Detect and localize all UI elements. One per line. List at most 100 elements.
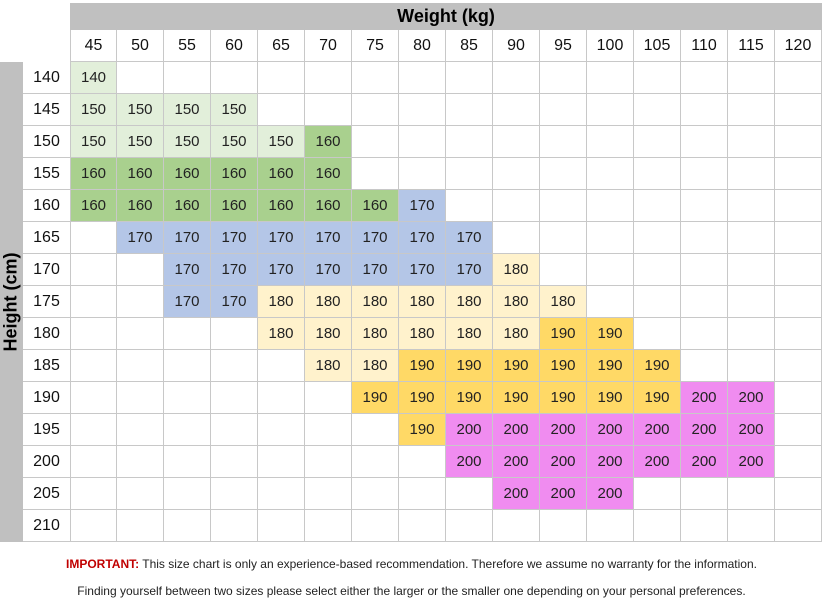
empty-cell (352, 446, 399, 478)
empty-cell (70, 318, 117, 350)
size-cell: 200 (540, 446, 587, 478)
height-tick-label: 185 (23, 350, 70, 382)
empty-cell (681, 126, 728, 158)
weight-tick-label: 80 (399, 30, 446, 62)
height-axis-title-bar (0, 62, 23, 542)
size-cell: 170 (258, 222, 305, 254)
empty-cell (540, 158, 587, 190)
size-cell: 160 (117, 190, 164, 222)
size-cell: 200 (493, 414, 540, 446)
size-cell: 150 (211, 94, 258, 126)
size-cell: 190 (634, 350, 681, 382)
height-tick-label: 180 (23, 318, 70, 350)
empty-cell (775, 350, 822, 382)
empty-cell (164, 350, 211, 382)
empty-cell (728, 94, 775, 126)
empty-cell (728, 478, 775, 510)
weight-tick-label: 120 (775, 30, 822, 62)
empty-cell (681, 190, 728, 222)
empty-cell (587, 158, 634, 190)
empty-cell (634, 190, 681, 222)
empty-cell (70, 254, 117, 286)
height-tick-label: 160 (23, 190, 70, 222)
weight-tick-label: 105 (634, 30, 681, 62)
weight-tick-label: 75 (352, 30, 399, 62)
size-cell: 200 (540, 478, 587, 510)
empty-cell (728, 190, 775, 222)
empty-cell (446, 62, 493, 94)
size-cell: 200 (587, 446, 634, 478)
size-cell: 160 (258, 158, 305, 190)
empty-cell (399, 62, 446, 94)
empty-cell (70, 286, 117, 318)
empty-cell (305, 414, 352, 446)
size-cell: 170 (352, 222, 399, 254)
empty-cell (352, 94, 399, 126)
size-cell: 180 (258, 286, 305, 318)
empty-cell (352, 126, 399, 158)
size-cell: 180 (540, 286, 587, 318)
size-cell: 180 (305, 286, 352, 318)
size-cell: 160 (164, 190, 211, 222)
size-cell: 150 (70, 126, 117, 158)
empty-cell (305, 382, 352, 414)
empty-cell (681, 478, 728, 510)
size-cell: 150 (164, 126, 211, 158)
empty-cell (775, 190, 822, 222)
empty-cell (540, 126, 587, 158)
size-cell: 160 (70, 158, 117, 190)
empty-cell (164, 382, 211, 414)
empty-cell (681, 254, 728, 286)
size-cell: 170 (305, 254, 352, 286)
height-tick-label: 145 (23, 94, 70, 126)
size-cell: 200 (587, 414, 634, 446)
empty-cell (728, 350, 775, 382)
size-cell: 180 (305, 318, 352, 350)
empty-cell (70, 478, 117, 510)
empty-cell (493, 126, 540, 158)
size-cell: 170 (399, 190, 446, 222)
empty-cell (399, 94, 446, 126)
empty-cell (775, 478, 822, 510)
empty-cell (211, 382, 258, 414)
size-cell: 170 (399, 254, 446, 286)
empty-cell (211, 350, 258, 382)
empty-cell (728, 286, 775, 318)
height-tick-label: 195 (23, 414, 70, 446)
size-cell: 160 (211, 158, 258, 190)
size-cell: 200 (681, 446, 728, 478)
height-tick-label: 175 (23, 286, 70, 318)
height-tick-label: 165 (23, 222, 70, 254)
size-cell: 170 (164, 222, 211, 254)
empty-cell (681, 510, 728, 542)
empty-cell (493, 158, 540, 190)
weight-tick-label: 90 (493, 30, 540, 62)
empty-cell (634, 126, 681, 158)
empty-cell (117, 446, 164, 478)
size-cell: 200 (634, 446, 681, 478)
empty-cell (258, 382, 305, 414)
empty-cell (70, 414, 117, 446)
empty-cell (211, 478, 258, 510)
size-cell: 140 (70, 62, 117, 94)
height-tick-label: 190 (23, 382, 70, 414)
weight-tick-label: 65 (258, 30, 305, 62)
size-cell: 180 (305, 350, 352, 382)
empty-cell (634, 158, 681, 190)
empty-cell (305, 478, 352, 510)
empty-cell (681, 350, 728, 382)
empty-cell (775, 510, 822, 542)
size-cell: 180 (352, 318, 399, 350)
empty-cell (587, 254, 634, 286)
empty-cell (775, 94, 822, 126)
empty-cell (540, 510, 587, 542)
size-cell: 180 (399, 318, 446, 350)
size-cell: 150 (117, 94, 164, 126)
empty-cell (681, 286, 728, 318)
empty-cell (540, 94, 587, 126)
size-cell: 190 (493, 382, 540, 414)
empty-cell (164, 510, 211, 542)
empty-cell (681, 94, 728, 126)
empty-cell (728, 222, 775, 254)
size-cell: 160 (305, 190, 352, 222)
